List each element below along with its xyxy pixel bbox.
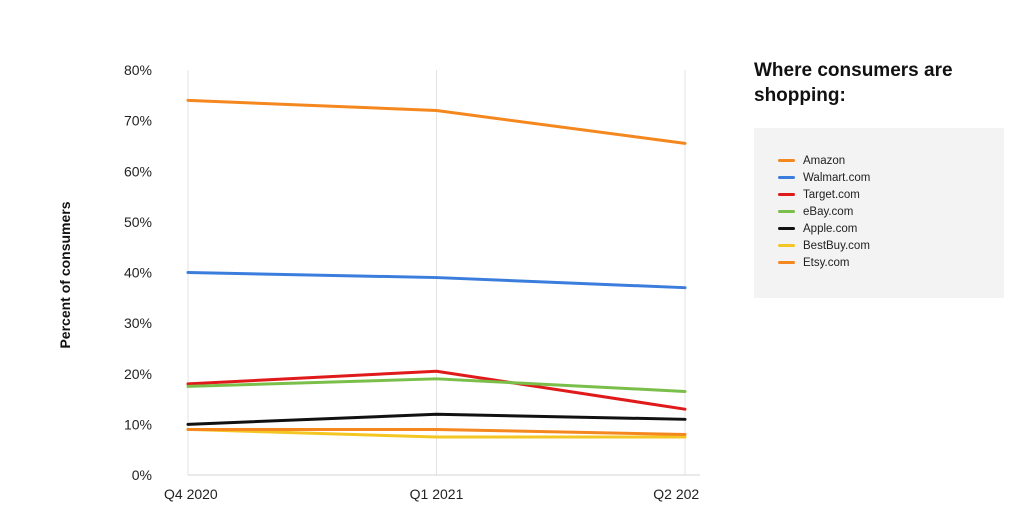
y-tick-label: 20%: [124, 366, 152, 382]
legend-swatch: [778, 193, 795, 196]
series-line-apple-com: [186, 412, 687, 426]
legend-item-etsy-com: Etsy.com: [778, 254, 870, 271]
series-line-bestbuy-com: [186, 427, 687, 439]
x-tick-label: Q1 2021: [410, 486, 464, 502]
y-tick-label: 0%: [132, 467, 152, 483]
series-line-walmart-com: [186, 271, 687, 290]
series-line-ebay-com: [186, 377, 687, 393]
x-tick-label: Q4 2020: [164, 486, 218, 502]
legend-swatch: [778, 210, 795, 213]
y-tick-label: 70%: [124, 113, 152, 129]
legend-item-apple-com: Apple.com: [778, 220, 870, 237]
legend-label: Walmart.com: [803, 171, 871, 184]
legend-swatch: [778, 227, 795, 230]
y-tick-label: 30%: [124, 315, 152, 331]
legend-swatch: [778, 159, 795, 162]
x-tick-label: Q2 2021: [653, 486, 700, 502]
legend-label: Amazon: [803, 154, 846, 167]
legend-label: eBay.com: [803, 205, 854, 218]
series-line-amazon: [186, 98, 687, 145]
line-chart: 0% 10% 20% 30% 40% 50% 60% 70% 80% Q4 2020 Q1 202…: [57, 62, 700, 502]
series-lines: [186, 98, 687, 439]
legend-label: Etsy.com: [803, 256, 850, 269]
series-line-etsy-com: [186, 427, 687, 436]
legend-item-bestbuy-com: BestBuy.com: [778, 237, 870, 254]
legend-label: Target.com: [803, 188, 860, 201]
legend-list: Amazon Walmart.com Target.com eBay.com Apple…: [778, 152, 870, 271]
legend-item-amazon: Amazon: [778, 152, 870, 169]
legend-swatch: [778, 261, 795, 264]
y-axis-title: Percent of consumers: [57, 201, 73, 348]
legend-swatch: [778, 176, 795, 179]
y-tick-labels: 0% 10% 20% 30% 40% 50% 60% 70% 80%: [124, 62, 152, 483]
legend-label: BestBuy.com: [803, 239, 870, 252]
legend-swatch: [778, 244, 795, 247]
y-tick-label: 40%: [124, 265, 152, 281]
legend-item-target-com: Target.com: [778, 186, 870, 203]
y-tick-label: 60%: [124, 163, 152, 179]
legend-label: Apple.com: [803, 222, 858, 235]
x-tick-labels: Q4 2020 Q1 2021 Q2 2021: [164, 486, 700, 502]
series-line-target-com: [186, 369, 687, 411]
legend-item-ebay-com: eBay.com: [778, 203, 870, 220]
y-tick-label: 80%: [124, 62, 152, 78]
legend-item-walmart-com: Walmart.com: [778, 169, 870, 186]
legend-title: Where consumers are shopping:: [754, 60, 953, 106]
y-tick-label: 10%: [124, 416, 152, 432]
legend: Amazon Walmart.com Target.com eBay.com Apple…: [754, 128, 1004, 298]
y-tick-label: 50%: [124, 214, 152, 230]
